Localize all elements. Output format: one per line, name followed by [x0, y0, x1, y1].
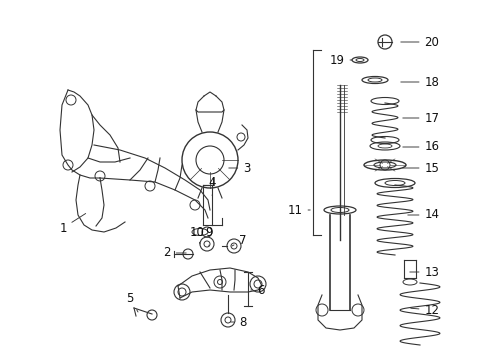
Text: 5: 5 — [126, 292, 138, 312]
Text: 3: 3 — [228, 162, 250, 175]
Text: 17: 17 — [402, 112, 439, 125]
Text: 11: 11 — [287, 203, 309, 216]
Text: 14: 14 — [407, 208, 439, 221]
Text: 15: 15 — [402, 162, 439, 175]
Text: 9: 9 — [205, 226, 212, 246]
Text: 12: 12 — [410, 303, 439, 316]
Text: 13: 13 — [409, 266, 439, 279]
Text: 8: 8 — [230, 315, 246, 328]
Text: 10: 10 — [189, 226, 204, 244]
Text: 7: 7 — [231, 234, 246, 247]
Text: 1: 1 — [59, 213, 85, 234]
Text: 20: 20 — [400, 36, 439, 49]
Text: 16: 16 — [402, 140, 439, 153]
Text: 2: 2 — [163, 247, 186, 260]
Text: 18: 18 — [400, 76, 439, 89]
Text: 19: 19 — [329, 54, 351, 67]
Text: 6: 6 — [250, 284, 264, 297]
Text: 4: 4 — [208, 176, 215, 195]
